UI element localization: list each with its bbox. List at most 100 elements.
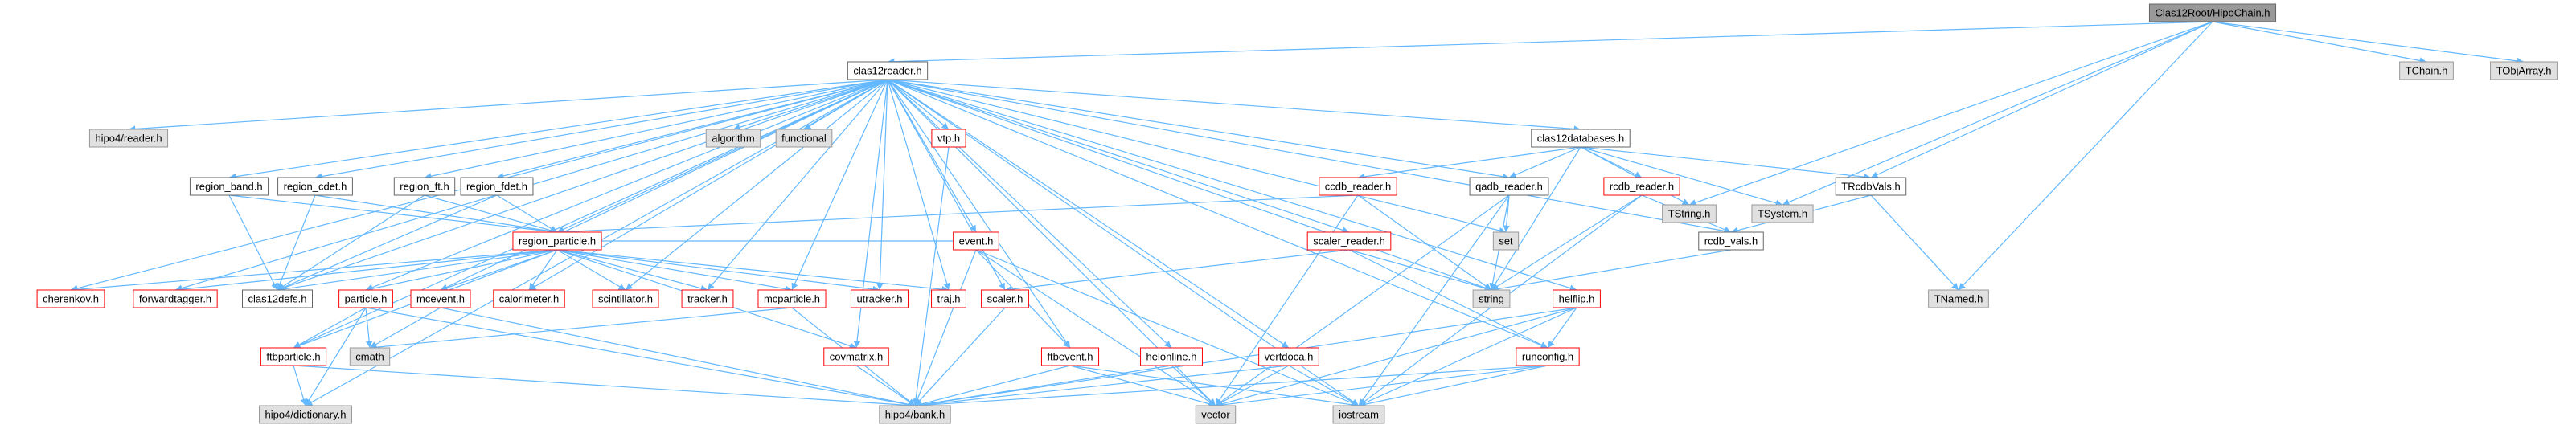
node[interactable]: TRcdbVals.h: [1835, 177, 1907, 196]
node[interactable]: qadb_reader.h: [1469, 177, 1549, 196]
node[interactable]: clas12reader.h: [847, 61, 929, 80]
node-box: [1040, 347, 1100, 366]
edge: [556, 249, 626, 291]
node-box: [1698, 231, 1764, 251]
node[interactable]: region_band.h: [189, 177, 269, 196]
edge: [496, 194, 558, 233]
edge: [2212, 21, 2525, 65]
node-box: [847, 61, 929, 80]
node-label: vtp.h: [937, 132, 960, 144]
edge: [293, 307, 367, 349]
node-label: algorithm: [712, 132, 754, 144]
node[interactable]: mcevent.h: [410, 289, 471, 308]
edge: [1491, 146, 1581, 291]
node[interactable]: mcparticle.h: [757, 289, 827, 308]
node[interactable]: clas12databases.h: [1531, 129, 1631, 148]
node-box: [1258, 347, 1319, 366]
node-label: region_cdet.h: [284, 180, 347, 192]
node[interactable]: covmatrix.h: [823, 347, 889, 366]
edge: [1069, 365, 1360, 409]
edge: [887, 79, 1732, 235]
node[interactable]: scaler.h: [981, 289, 1029, 308]
node[interactable]: algorithm: [705, 129, 761, 148]
node[interactable]: runconfig.h: [1516, 347, 1580, 366]
edge: [228, 79, 888, 180]
node[interactable]: hipo4/reader.h: [88, 129, 169, 148]
node-label: region_fdet.h: [466, 180, 527, 192]
node[interactable]: TNamed.h: [1928, 289, 1989, 308]
node[interactable]: scintillator.h: [592, 289, 659, 308]
edge: [887, 21, 2213, 65]
node[interactable]: clas12defs.h: [242, 289, 313, 308]
node[interactable]: rcdb_reader.h: [1603, 177, 1680, 196]
node[interactable]: TChain.h: [2399, 61, 2454, 80]
edge: [1580, 146, 1690, 206]
edge: [1503, 194, 1510, 233]
node[interactable]: functional: [775, 129, 833, 148]
node[interactable]: ftbparticle.h: [260, 347, 327, 366]
node[interactable]: tracker.h: [681, 289, 734, 308]
node[interactable]: TObjArray.h: [2490, 61, 2558, 80]
node-label: runconfig.h: [1522, 350, 1573, 362]
node[interactable]: vtp.h: [931, 129, 966, 148]
edge: [277, 249, 558, 292]
node[interactable]: vertdoca.h: [1258, 347, 1319, 366]
node[interactable]: region_particle.h: [512, 231, 602, 251]
node-label: ftbevent.h: [1047, 350, 1093, 362]
node[interactable]: event.h: [953, 231, 999, 251]
node-label: forwardtagger.h: [139, 292, 211, 304]
node[interactable]: ccdb_reader.h: [1319, 177, 1397, 196]
edge: [887, 79, 950, 291]
node[interactable]: hipo4/dictionary.h: [259, 405, 352, 424]
node[interactable]: traj.h: [931, 289, 966, 308]
node[interactable]: helonline.h: [1140, 347, 1203, 366]
node[interactable]: ftbevent.h: [1040, 347, 1100, 366]
node[interactable]: hipo4/bank.h: [879, 405, 951, 424]
node[interactable]: Clas12Root/HipoChain.h: [2148, 3, 2277, 22]
edge: [887, 79, 1548, 349]
node-label: tracker.h: [687, 292, 728, 304]
node[interactable]: helflip.h: [1553, 289, 1601, 308]
node[interactable]: particle.h: [338, 289, 393, 308]
node-label: functional: [781, 132, 827, 144]
node-label: cherenkov.h: [43, 292, 99, 304]
node[interactable]: calorimeter.h: [493, 289, 565, 308]
node[interactable]: cmath: [349, 347, 391, 366]
node-box: [277, 177, 353, 196]
node-label: clas12reader.h: [853, 64, 921, 76]
node[interactable]: string: [1472, 289, 1511, 308]
edge: [424, 79, 888, 180]
node[interactable]: vector: [1195, 405, 1237, 424]
node-box: [2399, 61, 2454, 80]
node-box: [460, 177, 534, 196]
node[interactable]: utracker.h: [850, 289, 909, 308]
node[interactable]: region_ft.h: [393, 177, 456, 196]
node[interactable]: rcdb_vals.h: [1698, 231, 1764, 251]
node-box: [1332, 405, 1385, 424]
node-label: region_band.h: [195, 180, 262, 192]
node[interactable]: region_cdet.h: [277, 177, 353, 196]
node[interactable]: TSystem.h: [1751, 204, 1814, 223]
node[interactable]: region_fdet.h: [460, 177, 534, 196]
node-box: [850, 289, 909, 308]
node-label: qadb_reader.h: [1475, 180, 1543, 192]
edge: [556, 249, 708, 292]
node-label: TChain.h: [2406, 64, 2448, 76]
edge: [277, 194, 425, 291]
node-box: [493, 289, 565, 308]
node[interactable]: TString.h: [1662, 204, 1717, 223]
node-box: [592, 289, 659, 308]
edge: [732, 79, 888, 131]
node-label: set: [1499, 235, 1513, 247]
node-label: hipo4/bank.h: [885, 408, 945, 420]
node[interactable]: scaler_reader.h: [1306, 231, 1392, 251]
node[interactable]: set: [1492, 231, 1520, 251]
node-label: event.h: [959, 235, 994, 247]
node[interactable]: iostream: [1332, 405, 1385, 424]
node[interactable]: forwardtagger.h: [133, 289, 218, 308]
node-box: [1662, 204, 1717, 223]
edge: [293, 365, 916, 409]
node-label: ftbparticle.h: [266, 350, 320, 362]
edge: [1215, 365, 1548, 409]
node[interactable]: cherenkov.h: [36, 289, 105, 308]
